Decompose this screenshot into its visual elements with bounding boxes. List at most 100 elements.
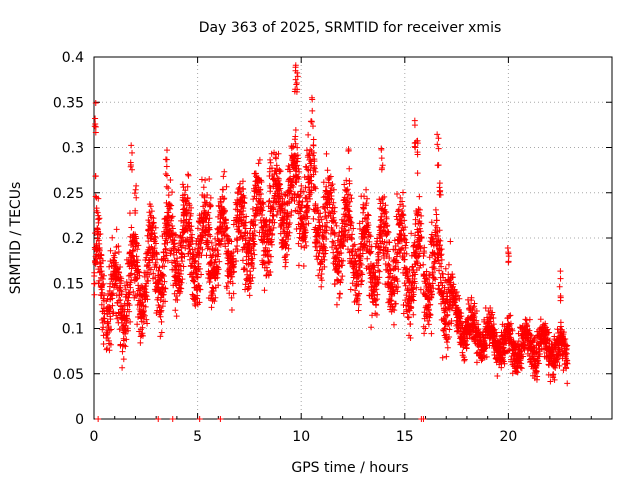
data-point — [446, 326, 453, 333]
data-point — [395, 266, 402, 273]
data-point — [196, 265, 203, 272]
x-tick-label: 5 — [193, 429, 202, 445]
data-point — [131, 190, 138, 197]
data-point — [115, 249, 122, 256]
data-point — [245, 261, 252, 268]
data-point — [389, 283, 396, 290]
data-point — [286, 229, 293, 236]
data-point — [206, 175, 213, 182]
data-point — [422, 325, 429, 332]
data-point — [159, 271, 166, 278]
data-point — [475, 325, 482, 332]
data-point — [240, 186, 247, 193]
data-point — [151, 233, 158, 240]
data-point — [416, 225, 423, 232]
data-point — [317, 259, 324, 266]
data-point — [377, 246, 384, 253]
data-point — [375, 262, 382, 269]
data-point — [251, 251, 258, 258]
data-point — [526, 316, 533, 323]
data-point — [168, 214, 175, 221]
data-point — [162, 285, 169, 292]
data-point — [321, 263, 328, 270]
data-point — [384, 228, 391, 235]
data-point — [283, 242, 290, 249]
data-point — [95, 416, 102, 422]
data-point — [91, 269, 98, 276]
data-point — [214, 270, 221, 277]
data-point — [241, 200, 248, 207]
data-point — [356, 290, 363, 297]
data-point — [198, 252, 205, 259]
data-point — [249, 261, 256, 268]
data-point — [208, 239, 215, 246]
data-point — [331, 204, 338, 211]
data-point — [267, 253, 274, 260]
data-point — [441, 325, 448, 332]
data-point — [107, 247, 114, 254]
data-point — [169, 223, 176, 230]
data-point — [123, 319, 130, 326]
data-point — [142, 292, 149, 299]
data-point — [148, 208, 155, 215]
data-point — [321, 244, 328, 251]
data-point — [394, 278, 401, 285]
data-point — [178, 267, 185, 274]
data-point — [98, 252, 105, 259]
data-point — [121, 342, 128, 349]
data-point — [305, 220, 312, 227]
data-point — [427, 301, 434, 308]
data-point — [289, 179, 296, 186]
data-point — [196, 299, 203, 306]
data-point — [255, 160, 262, 167]
data-point — [100, 272, 107, 279]
data-point — [270, 224, 277, 231]
data-point — [146, 271, 153, 278]
data-point — [179, 258, 186, 265]
data-point — [256, 156, 263, 163]
data-point — [152, 224, 159, 231]
data-point — [461, 334, 468, 341]
data-point — [163, 156, 170, 163]
data-point — [351, 241, 358, 248]
data-point — [150, 270, 157, 277]
data-point — [134, 257, 141, 264]
data-point — [556, 283, 563, 290]
data-point — [207, 233, 214, 240]
data-point — [219, 236, 226, 242]
data-point — [239, 257, 246, 264]
data-point — [292, 133, 299, 140]
data-point — [133, 253, 140, 260]
data-point — [350, 225, 357, 232]
data-point — [248, 250, 255, 257]
data-point — [420, 261, 427, 268]
data-point — [409, 272, 416, 279]
data-point — [92, 115, 99, 122]
data-point — [97, 231, 104, 238]
data-point — [266, 247, 273, 254]
x-axis-label: GPS time / hours — [291, 460, 408, 476]
data-point — [161, 240, 168, 247]
data-point — [400, 212, 407, 219]
data-point — [140, 307, 147, 314]
y-tick-label: 0.1 — [62, 322, 84, 338]
data-point — [165, 185, 172, 192]
data-point — [311, 158, 318, 165]
data-point — [307, 146, 314, 153]
data-point — [215, 251, 222, 258]
data-point — [175, 246, 182, 253]
data-point — [376, 245, 383, 252]
data-point — [137, 339, 144, 346]
data-point — [346, 165, 353, 172]
data-point — [96, 215, 103, 222]
data-point — [417, 286, 424, 293]
data-point — [341, 181, 348, 188]
data-point — [129, 166, 136, 173]
data-point — [164, 147, 171, 154]
y-tick-label: 0.4 — [62, 50, 84, 66]
data-point — [228, 238, 235, 245]
data-point — [330, 186, 337, 193]
data-point — [156, 304, 163, 311]
data-point — [322, 247, 329, 254]
data-point — [397, 201, 404, 208]
